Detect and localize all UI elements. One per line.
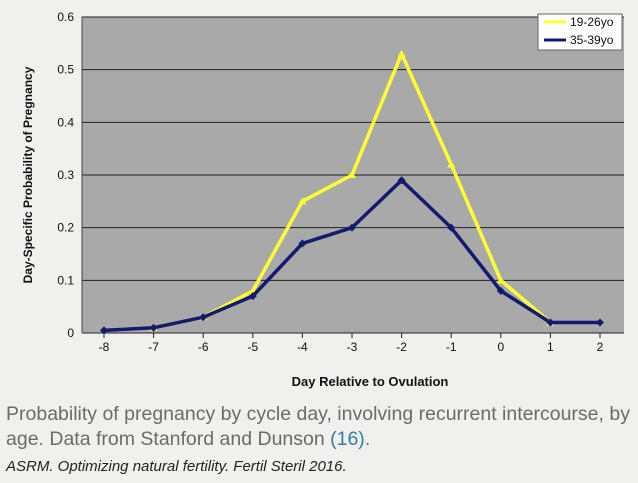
x-tick-label: -5	[247, 340, 258, 354]
x-tick-label: 0	[497, 340, 504, 354]
data-point-19-26yo	[348, 171, 356, 178]
y-tick-label: 0.5	[57, 63, 74, 77]
y-axis-tick-labels: 0 0.1 0.2 0.3 0.4 0.5 0.6	[57, 10, 74, 340]
x-tick-label: -2	[396, 340, 407, 354]
y-tick-label: 0.2	[57, 221, 74, 235]
data-point-35-39yo	[149, 323, 158, 332]
y-tick-label: 0	[67, 326, 74, 340]
data-point-19-26yo	[496, 276, 505, 284]
data-point-19-26yo	[397, 49, 406, 57]
y-tick-label: 0.3	[57, 168, 74, 182]
x-tick-label: -4	[297, 340, 308, 354]
citation: ASRM. Optimizing natural fertility. Fert…	[6, 458, 347, 475]
legend-box	[537, 13, 623, 51]
x-tick-label: 1	[547, 340, 554, 354]
data-point-19-26yo	[298, 197, 307, 205]
caption-end: .	[364, 428, 371, 450]
y-tick-label: 0.4	[57, 115, 74, 129]
y-tick-label: 0.6	[57, 10, 74, 24]
figure-caption: Probability of pregnancy by cycle day, i…	[6, 402, 636, 452]
data-point-35-39yo	[397, 176, 406, 185]
y-axis-label: Day-Specific Probability of Pregnancy	[21, 66, 35, 283]
legend-label-35-39yo: 35-39yo	[570, 33, 614, 47]
x-tick-label: -6	[198, 340, 209, 354]
data-point-35-39yo	[100, 326, 108, 335]
data-point-35-39yo	[298, 239, 307, 248]
data-point-35-39yo	[447, 223, 456, 232]
fertility-line-chart: 00.10.20.30.40.50.6 -8 -7 -6 -5 -4 -3 -2 -1 0 1 2 …	[21, 10, 624, 389]
x-axis-label: Day Relative to Ovulation	[292, 374, 449, 389]
caption-reference-link[interactable]: (16)	[330, 428, 365, 450]
x-tick-label: 2	[597, 340, 604, 354]
caption-text: Probability of pregnancy by cycle day, i…	[6, 403, 630, 450]
series-layer	[100, 49, 604, 335]
data-point-19-26yo	[447, 160, 456, 168]
legend: 19-26yo 35-39yo	[537, 13, 623, 51]
x-axis-tick-labels: -8 -7 -6 -5 -4 -3 -2 -1 0 1 2	[99, 333, 604, 354]
x-tick-label: -7	[148, 340, 159, 354]
x-tick-label: -8	[99, 340, 110, 354]
data-point-35-39yo	[199, 313, 208, 322]
data-point-35-39yo	[496, 286, 505, 295]
legend-label-19-26yo: 19-26yo	[570, 15, 614, 29]
data-point-35-39yo	[596, 318, 604, 327]
x-tick-label: -1	[446, 340, 457, 354]
data-point-35-39yo	[546, 318, 555, 327]
x-tick-label: -3	[347, 340, 358, 354]
data-point-35-39yo	[248, 292, 257, 301]
y-tick-label: 0.1	[57, 273, 74, 287]
data-point-35-39yo	[348, 223, 356, 232]
